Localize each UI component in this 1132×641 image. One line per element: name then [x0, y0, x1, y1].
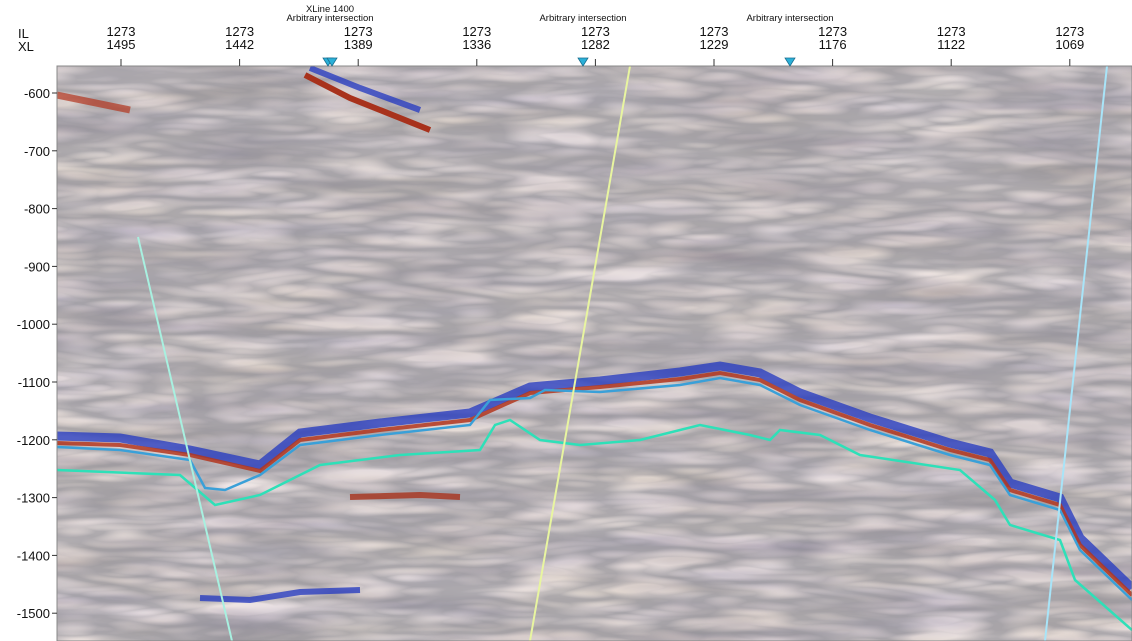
depth-label: -700	[24, 144, 50, 159]
depth-label: -1500	[17, 606, 50, 621]
row-label: XL	[18, 39, 34, 54]
seismic-texture	[57, 66, 1132, 641]
depth-label: -1200	[17, 433, 50, 448]
xline-label: 1229	[700, 37, 729, 52]
xline-label: 1122	[937, 37, 965, 52]
intersection-marker	[785, 58, 795, 66]
page: IL XL 1273149512731442127313891273133612…	[0, 0, 1132, 641]
xline-label: 1495	[107, 37, 136, 52]
reflector	[350, 495, 460, 497]
depth-label: -1100	[18, 375, 50, 390]
depth-label: -800	[24, 202, 50, 217]
intersection-label: Arbitrary intersection	[286, 13, 373, 24]
xline-label: 1336	[462, 37, 491, 52]
depth-label: -600	[24, 86, 50, 101]
depth-label: -1300	[17, 491, 50, 506]
intersection-marker	[578, 58, 588, 66]
depth-label: -1000	[17, 317, 50, 332]
intersection-label: Arbitrary intersection	[539, 13, 626, 24]
xline-label: 1389	[344, 37, 373, 52]
seismic-view: IL XL 1273149512731442127313891273133612…	[0, 0, 1132, 641]
intersection-label: Arbitrary intersection	[746, 13, 833, 24]
xline-label: 1069	[1055, 37, 1084, 52]
depth-label: -900	[24, 259, 50, 274]
depth-label: -1400	[17, 548, 50, 563]
seismic-image	[57, 66, 1132, 641]
xline-label: 1442	[225, 37, 254, 52]
xline-label: 1176	[819, 37, 847, 52]
xline-label: 1282	[581, 37, 610, 52]
